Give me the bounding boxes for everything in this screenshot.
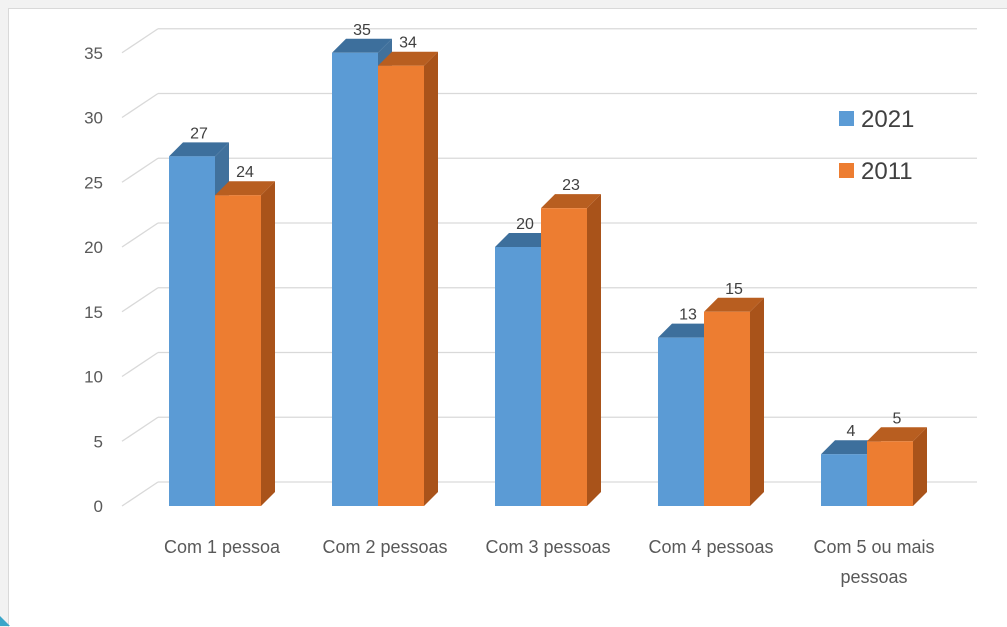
bar-front xyxy=(541,208,587,506)
bar-top xyxy=(658,323,718,338)
y-tick-label: 20 xyxy=(84,238,103,257)
bar-2011-4 xyxy=(867,427,927,506)
y-tick-label: 0 xyxy=(94,497,103,516)
bar-top xyxy=(169,142,229,157)
gridline-20 xyxy=(121,222,159,248)
y-tick-label: 5 xyxy=(94,432,103,451)
data-label-2011-1: 34 xyxy=(399,35,417,52)
category-label-line: Com 3 pessoas xyxy=(485,537,610,557)
category-label: Com 1 pessoa xyxy=(164,537,281,557)
gridline-0 xyxy=(121,481,159,507)
bar-top xyxy=(867,427,927,442)
category-label-line: Com 5 ou mais xyxy=(813,537,934,557)
legend: 2021 2011 xyxy=(839,106,914,185)
data-label-2021-1: 35 xyxy=(353,22,371,39)
bar-top xyxy=(821,440,881,455)
bar-side xyxy=(587,194,601,506)
corner-decoration xyxy=(0,616,10,626)
data-label-2021-0: 27 xyxy=(190,125,208,142)
legend-label-2011: 2011 xyxy=(861,158,913,185)
bar-top xyxy=(704,297,764,312)
gridline-30 xyxy=(121,92,159,119)
category-label: Com 4 pessoas xyxy=(648,537,773,557)
bar-front xyxy=(867,441,913,506)
gridline-15 xyxy=(121,287,159,313)
bar-front xyxy=(169,156,215,506)
bar-top xyxy=(378,51,438,66)
category-label-line: Com 1 pessoa xyxy=(164,537,281,557)
gridline-5 xyxy=(121,416,159,442)
data-label-2021-2: 20 xyxy=(516,216,534,233)
bar-front xyxy=(821,454,867,506)
bar-top xyxy=(332,38,392,53)
y-tick-label: 35 xyxy=(84,44,103,63)
gridline-35 xyxy=(121,28,159,54)
bar-chart: 0 5 10 15 20 25 30 35 27 35 20 13 4 24 34 23 15 5 Com 1 … xyxy=(84,22,977,587)
data-labels: 27 35 20 13 4 24 34 23 15 5 xyxy=(190,22,901,440)
category-label-line: Com 2 pessoas xyxy=(322,537,447,557)
bar-2011-1 xyxy=(378,51,438,506)
legend-swatch-2021 xyxy=(839,111,854,126)
y-tick-label: 15 xyxy=(84,303,103,322)
y-axis-ticks: 0 5 10 15 20 25 30 35 xyxy=(84,44,103,516)
bars xyxy=(169,38,927,506)
bar-top xyxy=(495,233,555,247)
data-label-2011-3: 15 xyxy=(725,281,743,298)
bar-front xyxy=(495,247,541,506)
data-label-2011-0: 24 xyxy=(236,164,254,181)
gridline-25 xyxy=(121,157,159,183)
category-label-line: Com 4 pessoas xyxy=(648,537,773,557)
category-label-line: pessoas xyxy=(840,567,907,587)
legend-swatch-2011 xyxy=(839,163,854,178)
bar-front xyxy=(378,65,424,506)
bar-top xyxy=(541,194,601,209)
bar-front xyxy=(215,195,261,506)
y-tick-label: 25 xyxy=(84,173,103,192)
bar-front xyxy=(332,52,378,506)
bar-side xyxy=(424,51,438,506)
data-label-2021-3: 13 xyxy=(679,307,697,324)
category-labels: Com 1 pessoa Com 2 pessoas Com 3 pessoas Co… xyxy=(164,537,935,587)
bar-2011-3 xyxy=(704,297,764,506)
gridline-10 xyxy=(121,351,159,378)
bar-front xyxy=(658,337,704,506)
category-label: Com 5 ou mais pessoas xyxy=(813,537,934,587)
data-label-2021-4: 4 xyxy=(847,423,856,440)
data-label-2011-2: 23 xyxy=(562,177,580,194)
category-label: Com 3 pessoas xyxy=(485,537,610,557)
bar-side xyxy=(913,427,927,506)
bar-side xyxy=(750,297,764,506)
bar-2011-0 xyxy=(215,181,275,506)
y-tick-label: 10 xyxy=(84,368,103,387)
chart-card: 0 5 10 15 20 25 30 35 27 35 20 13 4 24 34 23 15 5 Com 1 … xyxy=(8,8,1007,627)
data-label-2011-4: 5 xyxy=(893,410,902,427)
category-label: Com 2 pessoas xyxy=(322,537,447,557)
bar-front xyxy=(704,311,750,506)
y-tick-label: 30 xyxy=(84,109,103,128)
bar-2011-2 xyxy=(541,194,601,506)
bar-top xyxy=(215,181,275,196)
bar-side xyxy=(261,181,275,506)
legend-label-2021: 2021 xyxy=(861,106,914,133)
